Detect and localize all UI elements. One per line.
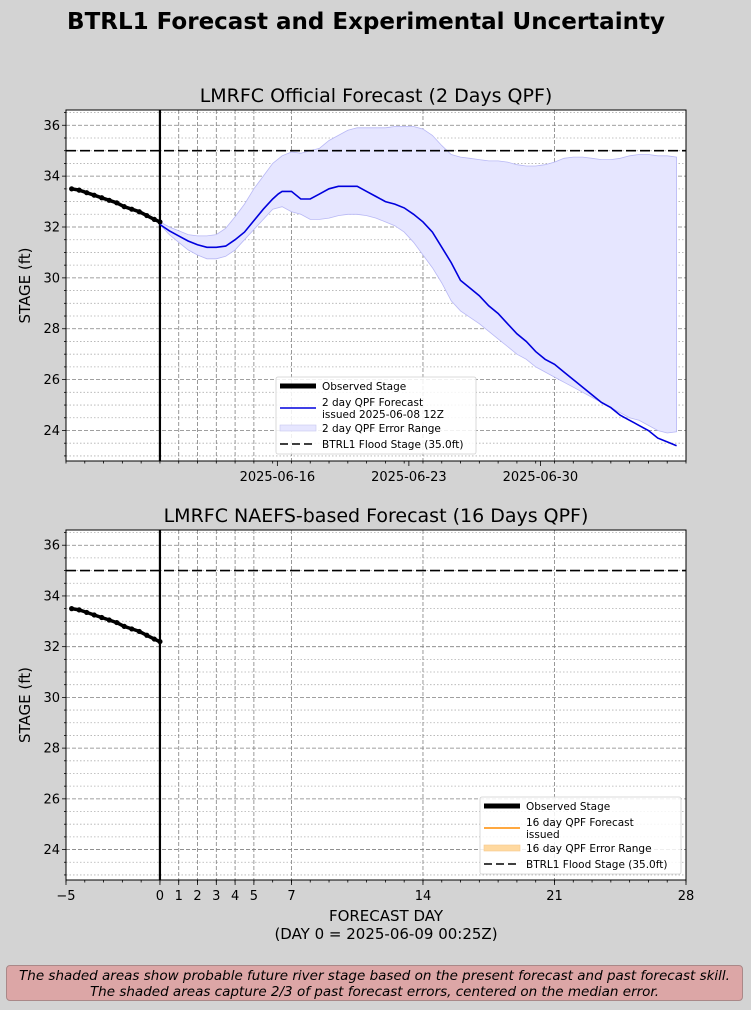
observed-point [157, 638, 163, 645]
observed-point [121, 204, 127, 210]
x-axis: 2025-06-16 2025-06-23 2025-06-30 [65, 461, 687, 485]
figure-title: BTRL1 Forecast and Experimental Uncertai… [67, 9, 665, 35]
observed-point [129, 626, 135, 632]
legend-label-band: 2 day QPF Error Range [322, 423, 441, 435]
x-tick-label: 21 [546, 889, 563, 904]
error-range-band [159, 126, 677, 434]
x-tick-label: 5 [250, 889, 258, 904]
legend-handle-band [279, 424, 317, 432]
legend-label-forecast: 2 day QPF Forecast [322, 397, 423, 409]
observed-point [76, 187, 82, 193]
legend-box [479, 796, 682, 875]
x-tick-label: 4 [231, 889, 239, 904]
y-axis-label: STAGE (ft) [16, 248, 34, 324]
observed-point [84, 609, 90, 616]
plot-frame [65, 109, 687, 462]
observed-point [157, 219, 163, 225]
observed-point [76, 607, 82, 613]
x-axis: −5 0 1 2 3 4 5 7 14 21 28 FORECAST DAY(DAY 0 = 2025… [56, 880, 694, 943]
y-tick-label: 34 [43, 170, 60, 185]
y-tick-label: 24 [43, 424, 60, 439]
chart-title: LMRFC NAEFS-based Forecast (16 Days QPF) [164, 505, 589, 527]
y-tick-label: 30 [43, 271, 60, 286]
legend-handle-band [483, 844, 521, 852]
observed-point [136, 628, 142, 635]
x-tick-label: 2025-06-16 [240, 470, 316, 485]
observed-point [144, 632, 150, 638]
y-tick-label: 28 [43, 322, 60, 337]
x-axis-label-line2: (DAY 0 = 2025-06-09 00:25Z) [274, 925, 497, 943]
y-axis: 24 26 28 30 32 34 36 STAGE (ft) [16, 532, 66, 876]
x-tick-label: 2 [193, 889, 201, 904]
y-tick-label: 32 [43, 640, 60, 655]
legend-label-flood: BTRL1 Flood Stage (35.0ft) [322, 439, 463, 451]
x-axis-label: FORECAST DAY [329, 907, 444, 925]
y-tick-label: 30 [43, 691, 60, 706]
observed-point [144, 212, 150, 219]
x-tick-label: 2025-06-30 [503, 470, 579, 485]
legend-label-band: 16 day QPF Error Range [526, 843, 652, 855]
observed-point [106, 617, 112, 623]
observed-point [114, 619, 120, 626]
y-tick-label: 26 [43, 792, 60, 807]
legend-label-forecast-line2: issued [526, 829, 560, 841]
footer-note: The shaded areas show probable future ri… [6, 965, 743, 1001]
y-tick-label: 28 [43, 742, 60, 757]
x-tick-label: 14 [415, 889, 432, 904]
x-tick-label: 2025-06-23 [371, 470, 447, 485]
footer-note-line2: The shaded areas capture 2/3 of past for… [89, 984, 660, 1000]
observed-point [99, 614, 105, 621]
x-tick-label: −5 [56, 889, 75, 904]
x-tick-label: 7 [287, 889, 295, 904]
observed-point [129, 206, 135, 212]
y-tick-label: 36 [43, 119, 60, 134]
observed-point [151, 636, 157, 642]
observed-point [91, 192, 97, 198]
y-tick-label: 34 [43, 589, 60, 604]
observed-point [106, 197, 112, 203]
observed-point [136, 209, 142, 215]
x-tick-label: 0 [156, 889, 164, 904]
legend-label-observed: Observed Stage [322, 381, 406, 393]
legend-label-observed: Observed Stage [526, 801, 610, 813]
legend-label-flood: BTRL1 Flood Stage (35.0ft) [526, 859, 667, 871]
observed-point [99, 195, 105, 201]
legend-label-forecast-line2: issued 2025-06-08 12Z [322, 409, 444, 421]
x-tick-label: 1 [175, 889, 183, 904]
y-tick-label: 36 [43, 539, 60, 554]
forecast-line [159, 185, 677, 447]
figure: BTRL1 Forecast and Experimental Uncertai… [16, 9, 694, 943]
footer-note-line1: The shaded areas show probable future ri… [19, 968, 730, 984]
legend-label-forecast: 16 day QPF Forecast [526, 817, 634, 829]
y-tick-label: 32 [43, 221, 60, 236]
y-axis-label: STAGE (ft) [16, 667, 34, 743]
y-tick-label: 24 [43, 843, 60, 858]
observed-point [84, 190, 90, 196]
observed-point [114, 200, 120, 206]
x-tick-label: 28 [678, 889, 695, 904]
observed-point [69, 186, 75, 192]
observed-point [121, 623, 127, 629]
chart-title: LMRFC Official Forecast (2 Days QPF) [200, 85, 553, 107]
observed-point [91, 612, 97, 618]
observed-point [69, 606, 75, 612]
y-tick-label: 26 [43, 373, 60, 388]
plot-frame [65, 529, 687, 881]
x-tick-label: 3 [212, 889, 220, 904]
observed-point [151, 216, 157, 222]
legend-box [275, 376, 477, 455]
y-axis: 24 26 28 30 32 34 36 STAGE (ft) [16, 112, 66, 457]
